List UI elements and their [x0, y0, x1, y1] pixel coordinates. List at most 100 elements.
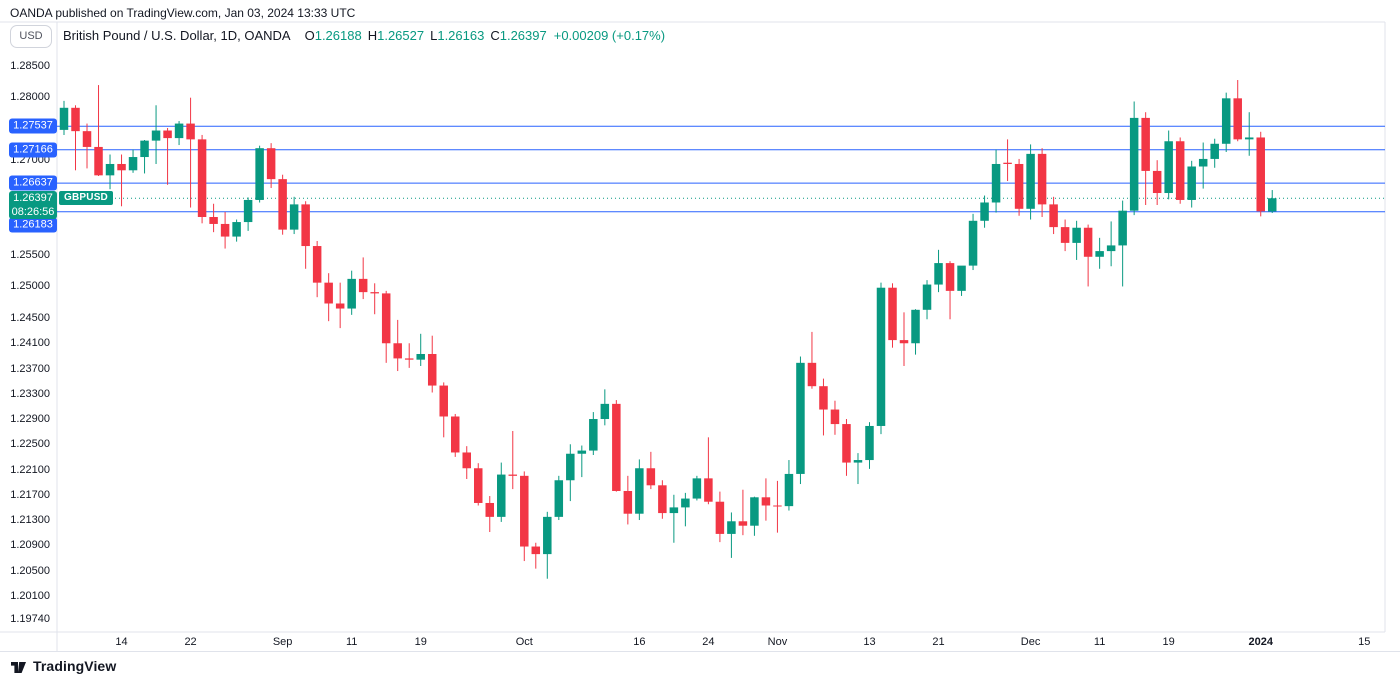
candle-body	[128, 157, 138, 171]
candle-body	[163, 130, 172, 139]
candle-body	[1210, 143, 1219, 159]
price-tick-1.25500[interactable]: 1.25500	[10, 248, 50, 261]
candle-body	[1175, 141, 1185, 200]
tradingview-wordmark[interactable]: TradingView	[33, 658, 117, 674]
tradingview-logo-icon[interactable]	[10, 658, 27, 675]
candle-body	[738, 521, 748, 526]
time-tick-Dec[interactable]: Dec	[1020, 636, 1041, 648]
bar-countdown: 08:26:56	[11, 206, 55, 219]
candle-body	[1037, 153, 1047, 205]
candle-body	[623, 490, 633, 514]
candle-body	[692, 478, 702, 499]
candle-body	[865, 425, 874, 461]
time-tick-22[interactable]: 22	[184, 636, 197, 648]
close-label: C	[490, 28, 500, 43]
candle-body	[853, 460, 863, 463]
candle-body	[71, 107, 80, 132]
candle-body	[485, 502, 495, 517]
candle-body	[1221, 98, 1231, 144]
price-tick-1.28500[interactable]: 1.28500	[10, 59, 50, 72]
price-tick-1.24100[interactable]: 1.24100	[10, 337, 50, 350]
candle-body	[727, 521, 736, 534]
attribution-text: OANDA published on TradingView.com, Jan …	[10, 6, 356, 20]
candle-body	[1014, 163, 1024, 209]
candle-body	[842, 424, 851, 463]
price-tick-1.25000[interactable]: 1.25000	[10, 280, 50, 293]
time-tick-21[interactable]: 21	[932, 636, 945, 648]
candle-body	[1083, 227, 1093, 257]
price-tick-1.28000[interactable]: 1.28000	[10, 91, 50, 104]
price-tick-1.20100[interactable]: 1.20100	[10, 589, 50, 602]
candle-body	[1026, 153, 1035, 209]
candle-body	[1072, 227, 1081, 243]
price-tick-1.23300[interactable]: 1.23300	[10, 387, 50, 400]
price-tick-1.21300[interactable]: 1.21300	[10, 514, 50, 527]
time-tick-13[interactable]: 13	[863, 636, 876, 648]
candle-body	[358, 278, 368, 293]
price-tick-1.22900[interactable]: 1.22900	[10, 413, 50, 426]
time-tick-Oct[interactable]: Oct	[515, 636, 533, 648]
symbol-title[interactable]: British Pound / U.S. Dollar, 1D, OANDA	[63, 28, 291, 43]
time-tick-24[interactable]: 24	[702, 636, 715, 648]
candle-body	[255, 148, 264, 200]
candle-body	[1118, 210, 1127, 246]
candle-body	[589, 419, 598, 451]
candle-body	[186, 123, 195, 140]
candle-body	[669, 507, 679, 514]
candle-body	[140, 140, 149, 158]
price-unit-button[interactable]: USD	[10, 25, 52, 48]
level-price-badge-1.26183: 1.26183	[9, 217, 57, 233]
candle-body	[1198, 158, 1208, 167]
time-tick-16[interactable]: 16	[633, 636, 646, 648]
price-tick-1.24500[interactable]: 1.24500	[10, 312, 50, 324]
candle-body	[462, 452, 471, 469]
candle-body	[1267, 198, 1277, 212]
candle-body	[1256, 137, 1265, 212]
time-tick-15[interactable]: 15	[1358, 636, 1371, 648]
price-tick-1.20900[interactable]: 1.20900	[10, 539, 50, 552]
candle-body	[934, 263, 943, 285]
candle-body	[197, 139, 207, 218]
candle-body	[658, 485, 667, 514]
time-tick-11[interactable]: 11	[1093, 636, 1106, 648]
candle-body	[991, 163, 1001, 203]
low-label: L	[430, 28, 438, 43]
candle-body	[888, 287, 897, 341]
candle-body	[980, 202, 989, 221]
candle-body	[796, 362, 805, 474]
candle-body	[497, 474, 506, 517]
time-tick-2024[interactable]: 2024	[1248, 636, 1273, 648]
price-tick-1.19740[interactable]: 1.19740	[10, 612, 50, 625]
candle-body	[1187, 166, 1196, 200]
price-tick-1.22100[interactable]: 1.22100	[10, 463, 50, 476]
candle-body	[1049, 204, 1058, 228]
candle-body	[1060, 227, 1070, 243]
price-tick-1.23700[interactable]: 1.23700	[10, 362, 50, 375]
candle-body	[404, 358, 414, 360]
price-tick-1.21700[interactable]: 1.21700	[10, 488, 50, 501]
price-tick-1.22500[interactable]: 1.22500	[10, 438, 50, 451]
candle-body	[335, 303, 345, 309]
candle-body	[370, 292, 379, 294]
candle-body	[1141, 117, 1150, 171]
time-tick-11[interactable]: 11	[345, 636, 358, 648]
candle-body	[899, 340, 909, 344]
candle-body	[393, 343, 402, 359]
time-tick-19[interactable]: 19	[1162, 636, 1175, 648]
time-tick-19[interactable]: 19	[414, 636, 427, 648]
candle-body	[105, 163, 115, 176]
candle-body	[266, 148, 276, 180]
price-tick-1.20500[interactable]: 1.20500	[10, 564, 50, 577]
candle-body	[232, 222, 241, 237]
candle-body	[94, 146, 103, 176]
time-tick-14[interactable]: 14	[115, 636, 128, 648]
change-value: +0.00209 (+0.17%)	[553, 28, 666, 43]
time-tick-Nov[interactable]: Nov	[767, 636, 788, 648]
candle-body	[278, 179, 287, 230]
candle-body	[324, 282, 333, 304]
candle-body	[566, 453, 575, 481]
candle-body	[289, 204, 299, 230]
time-tick-Sep[interactable]: Sep	[272, 636, 293, 648]
